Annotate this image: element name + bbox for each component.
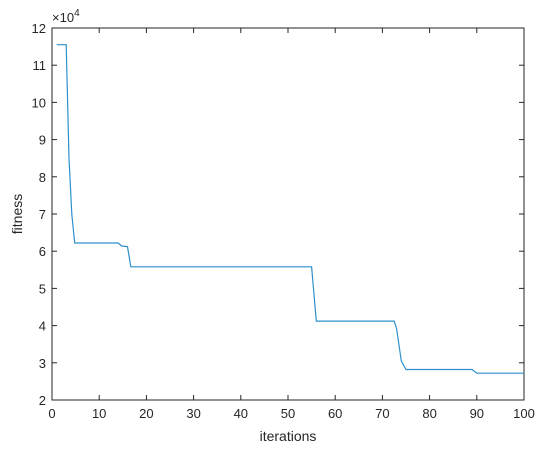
- y-ticks: 2 3 4 5 6 7 8 9 10 11 12: [32, 21, 524, 408]
- y-tick-label: 6: [39, 244, 46, 259]
- y-tick-label: 11: [33, 58, 47, 73]
- y-tick-label: 10: [32, 95, 46, 110]
- x-tick-label: 70: [375, 406, 389, 421]
- y-tick-label: 12: [32, 21, 46, 36]
- y-tick-label: 2: [39, 393, 46, 408]
- y-axis-exponent: ×104: [52, 8, 80, 25]
- plot-area: [51, 27, 525, 401]
- y-axis-label: fitness: [9, 194, 25, 234]
- x-ticks: 0 10 20 30 40 50 60 70 80 90 100: [48, 28, 535, 421]
- x-tick-label: 30: [186, 406, 200, 421]
- x-axis-label: iterations: [260, 428, 317, 444]
- x-tick-label: 10: [92, 406, 106, 421]
- y-tick-label: 7: [39, 207, 46, 222]
- x-tick-label: 50: [281, 406, 295, 421]
- y-tick-label: 4: [39, 319, 46, 334]
- x-tick-label: 80: [422, 406, 436, 421]
- x-tick-label: 60: [328, 406, 342, 421]
- y-tick-label: 5: [39, 281, 46, 296]
- exponent-power: 4: [74, 8, 80, 19]
- y-tick-label: 8: [39, 170, 46, 185]
- x-tick-label: 100: [513, 406, 535, 421]
- series-line: [56, 44, 524, 374]
- y-tick-label: 9: [39, 133, 46, 148]
- y-tick-label: 3: [39, 356, 46, 371]
- x-tick-label: 90: [470, 406, 484, 421]
- x-tick-label: 20: [139, 406, 153, 421]
- x-tick-label: 40: [234, 406, 248, 421]
- x-tick-label: 0: [48, 406, 55, 421]
- exponent-base: ×10: [52, 10, 74, 25]
